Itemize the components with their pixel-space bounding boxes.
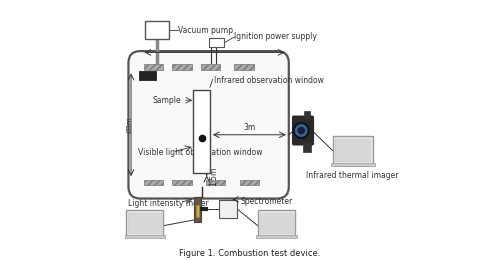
Bar: [193, 90, 210, 173]
Bar: [332, 162, 374, 166]
Text: Light intensity meter: Light intensity meter: [128, 199, 209, 208]
Bar: [196, 205, 200, 217]
Bar: [128, 213, 161, 233]
FancyBboxPatch shape: [292, 116, 314, 145]
Text: Infrared thermal imager: Infrared thermal imager: [306, 171, 399, 180]
Bar: [256, 235, 298, 238]
Text: Ø3m: Ø3m: [126, 116, 132, 133]
Text: Sample: Sample: [153, 96, 182, 105]
Bar: [208, 38, 224, 47]
Text: Ignition power supply: Ignition power supply: [234, 32, 318, 41]
Text: Figure 1. Combustion test device.: Figure 1. Combustion test device.: [180, 249, 320, 258]
Bar: [139, 71, 156, 80]
Text: Spectrometer: Spectrometer: [241, 197, 293, 206]
Bar: [260, 213, 292, 233]
Text: Infrared observation window: Infrared observation window: [214, 76, 324, 85]
Bar: [234, 64, 254, 70]
Bar: [336, 139, 370, 161]
Bar: [144, 180, 164, 185]
Circle shape: [294, 123, 309, 138]
Text: Vacuum pump: Vacuum pump: [178, 26, 233, 35]
Text: 3m: 3m: [243, 123, 256, 132]
Bar: [219, 200, 237, 218]
Bar: [146, 21, 169, 40]
Bar: [303, 144, 312, 153]
Bar: [206, 180, 226, 185]
Bar: [240, 180, 259, 185]
Text: Visible light observation window: Visible light observation window: [138, 148, 262, 157]
Bar: [124, 235, 166, 238]
Bar: [126, 210, 164, 236]
Bar: [172, 64, 192, 70]
Bar: [144, 64, 164, 70]
FancyBboxPatch shape: [128, 51, 289, 199]
Bar: [333, 136, 373, 164]
Bar: [304, 111, 310, 118]
Text: 1.5m: 1.5m: [210, 166, 218, 186]
Bar: [194, 197, 201, 222]
Bar: [172, 180, 192, 185]
Bar: [258, 210, 296, 236]
Text: 9m: 9m: [208, 40, 220, 49]
Circle shape: [296, 125, 307, 136]
Bar: [201, 64, 220, 70]
Circle shape: [298, 127, 304, 134]
